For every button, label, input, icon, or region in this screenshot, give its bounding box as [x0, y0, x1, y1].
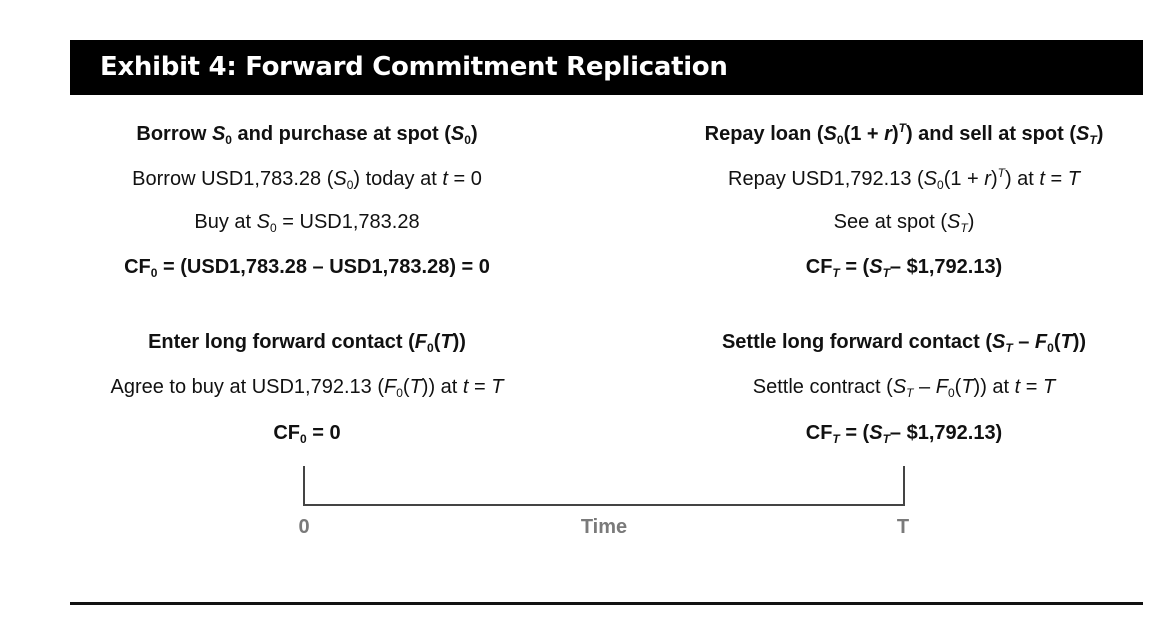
- cft-settle-line: CFT = (ST– $1,792.13): [805, 422, 1003, 446]
- borrow-amount-line: Borrow USD1,783.28 (S0) today at t = 0: [132, 168, 482, 192]
- settle-contract-line: Settle contract (ST – F0(T)) at t = T: [752, 376, 1056, 400]
- settle-forward-heading: Settle long forward contact (ST – F0(T)): [721, 331, 1087, 355]
- timeline-axis-title: Time: [580, 516, 628, 538]
- buy-at-spot-line: Buy at S0 = USD1,783.28: [194, 211, 420, 235]
- cft-repay-line: CFT = (ST– $1,792.13): [805, 256, 1003, 280]
- borrow-purchase-heading: Borrow S0 and purchase at spot (S0): [136, 123, 478, 147]
- bottom-divider: [70, 602, 1143, 605]
- exhibit-title: Exhibit 4: Forward Commitment Replicatio…: [70, 40, 1143, 95]
- cf0-borrow-line: CF0 = (USD1,783.28 – USD1,783.28) = 0: [124, 256, 490, 280]
- cf0-forward-line: CF0 = 0: [273, 422, 341, 446]
- sell-at-spot-line: See at spot (ST): [833, 211, 975, 235]
- timeline-end-label: T: [896, 516, 910, 538]
- repay-amount-line: Repay USD1,792.13 (S0(1 + r)T) at t = T: [728, 166, 1080, 192]
- enter-forward-heading: Enter long forward contact (F0(T)): [148, 331, 466, 355]
- agree-to-buy-line: Agree to buy at USD1,792.13 (F0(T)) at t…: [110, 376, 504, 400]
- timeline-start-label: 0: [298, 516, 310, 538]
- repay-sell-heading: Repay loan (S0(1 + r)T) and sell at spot…: [704, 121, 1104, 147]
